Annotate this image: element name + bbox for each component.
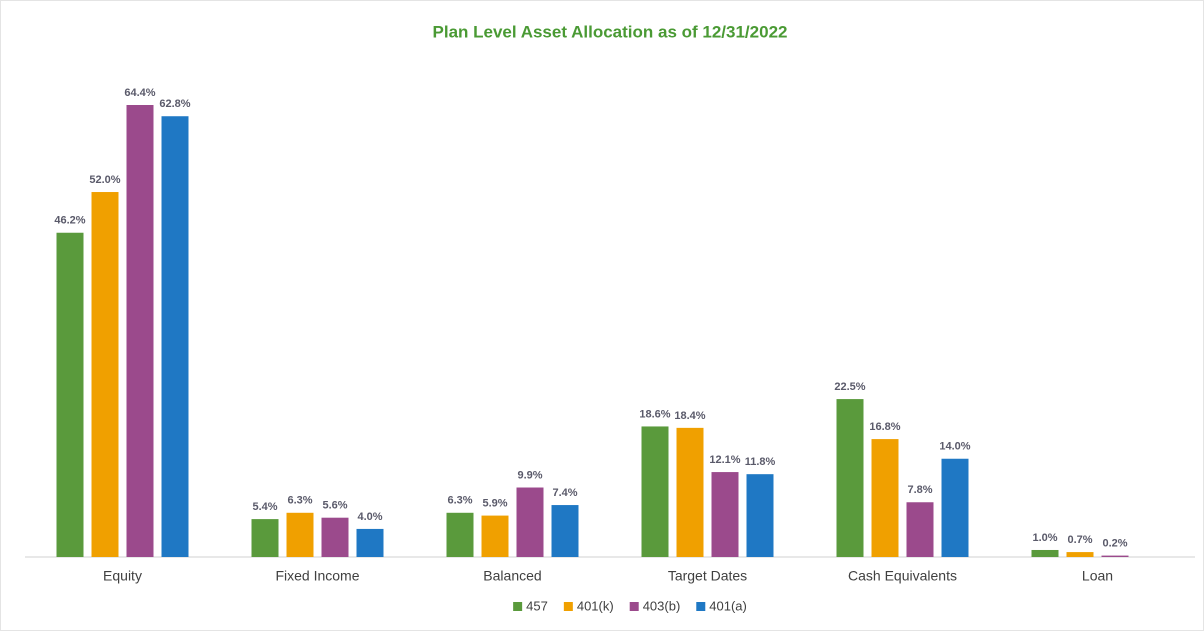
data-label: 5.6% xyxy=(322,500,347,512)
bar xyxy=(516,487,544,557)
bar xyxy=(481,515,509,557)
x-tick-label: Target Dates xyxy=(668,568,747,584)
data-label: 1.0% xyxy=(1032,532,1057,544)
bar xyxy=(126,105,154,557)
x-tick-label: Fixed Income xyxy=(275,568,359,584)
data-label: 64.4% xyxy=(124,87,155,99)
legend-marker xyxy=(563,602,573,611)
data-label: 9.9% xyxy=(517,469,542,481)
bar xyxy=(356,528,384,557)
data-label: 0.7% xyxy=(1067,534,1092,546)
data-label: 5.4% xyxy=(252,501,277,513)
bar xyxy=(746,474,774,557)
bar xyxy=(161,116,189,558)
bar xyxy=(1101,555,1129,557)
bar xyxy=(711,472,739,557)
bar xyxy=(676,427,704,557)
data-label: 6.3% xyxy=(287,495,312,507)
data-label: 7.4% xyxy=(552,487,577,499)
data-label: 62.8% xyxy=(159,98,190,110)
legend-label: 403(b) xyxy=(643,598,681,613)
legend-label: 457 xyxy=(526,598,548,613)
data-label: 16.8% xyxy=(869,421,900,433)
bar xyxy=(906,502,934,557)
data-label: 18.4% xyxy=(674,410,705,422)
bar xyxy=(641,426,669,557)
x-tick-label: Equity xyxy=(103,568,142,584)
data-label: 22.5% xyxy=(834,381,865,393)
data-label: 52.0% xyxy=(89,174,120,186)
bar xyxy=(1066,552,1094,557)
chart-title: Plan Level Asset Allocation as of 12/31/… xyxy=(433,22,788,41)
bar xyxy=(251,519,279,557)
data-label: 4.0% xyxy=(357,511,382,523)
data-label: 11.8% xyxy=(745,456,776,468)
data-label: 7.8% xyxy=(907,484,932,496)
legend-marker xyxy=(629,602,639,611)
bar xyxy=(871,439,899,557)
data-label: 6.3% xyxy=(447,495,472,507)
bar xyxy=(286,512,314,557)
bar xyxy=(321,517,349,557)
x-tick-label: Loan xyxy=(1082,568,1113,584)
bar xyxy=(836,399,864,557)
data-label: 12.1% xyxy=(709,454,740,466)
bar xyxy=(551,505,579,557)
x-tick-label: Balanced xyxy=(483,568,541,584)
bar xyxy=(91,192,119,557)
bar xyxy=(941,458,969,557)
legend-label: 401(a) xyxy=(709,598,747,613)
legend-label: 401(k) xyxy=(577,598,614,613)
bar xyxy=(1031,549,1059,557)
data-label: 14.0% xyxy=(939,441,970,453)
data-label: 0.2% xyxy=(1102,538,1127,550)
bar xyxy=(446,512,474,557)
legend-marker xyxy=(696,602,706,611)
x-tick-label: Cash Equivalents xyxy=(848,568,957,584)
legend-marker xyxy=(513,602,523,611)
bar xyxy=(56,232,84,557)
data-label: 5.9% xyxy=(482,497,507,509)
data-label: 18.6% xyxy=(639,408,670,420)
data-label: 46.2% xyxy=(54,215,85,227)
